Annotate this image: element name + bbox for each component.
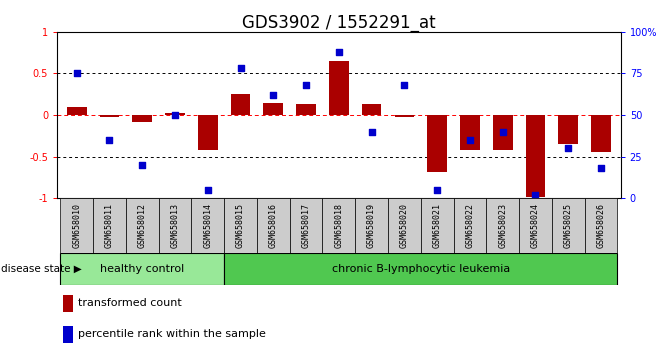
Bar <box>60 198 93 253</box>
Bar <box>558 115 578 144</box>
Text: GSM658013: GSM658013 <box>170 203 180 248</box>
Point <box>71 71 82 76</box>
Bar <box>525 115 546 196</box>
Text: disease state ▶: disease state ▶ <box>1 264 81 274</box>
Text: GSM658016: GSM658016 <box>269 203 278 248</box>
Bar <box>191 198 224 253</box>
Text: GSM658014: GSM658014 <box>203 203 212 248</box>
Text: chronic B-lymphocytic leukemia: chronic B-lymphocytic leukemia <box>331 264 510 274</box>
Bar <box>60 253 224 285</box>
Bar <box>355 198 388 253</box>
Point <box>235 65 246 71</box>
Text: GSM658020: GSM658020 <box>400 203 409 248</box>
Text: transformed count: transformed count <box>79 298 183 308</box>
Bar <box>198 115 217 150</box>
Point <box>366 129 377 135</box>
Point <box>563 145 574 151</box>
Bar <box>460 115 480 150</box>
Bar <box>591 115 611 153</box>
Bar <box>329 61 349 115</box>
Point <box>596 165 607 171</box>
Point <box>268 92 278 98</box>
Text: GSM658018: GSM658018 <box>334 203 344 248</box>
Text: percentile rank within the sample: percentile rank within the sample <box>79 329 266 339</box>
Bar <box>454 198 486 253</box>
Text: GSM658026: GSM658026 <box>597 203 605 248</box>
Text: GSM658025: GSM658025 <box>564 203 573 248</box>
Bar <box>362 104 381 115</box>
Bar <box>290 198 323 253</box>
Title: GDS3902 / 1552291_at: GDS3902 / 1552291_at <box>242 14 435 32</box>
Bar <box>158 198 191 253</box>
Point <box>104 137 115 143</box>
Bar <box>224 253 617 285</box>
Text: GSM658015: GSM658015 <box>236 203 245 248</box>
Text: GSM658024: GSM658024 <box>531 203 540 248</box>
Text: GSM658011: GSM658011 <box>105 203 114 248</box>
Bar <box>297 104 316 115</box>
Bar <box>427 115 447 172</box>
Bar <box>395 115 414 117</box>
Text: GSM658012: GSM658012 <box>138 203 147 248</box>
Bar <box>165 113 185 115</box>
Point <box>464 137 475 143</box>
Bar <box>493 115 513 150</box>
Bar <box>62 326 73 343</box>
Point <box>170 112 180 118</box>
Bar <box>519 198 552 253</box>
Point <box>301 82 311 88</box>
Text: GSM658022: GSM658022 <box>466 203 474 248</box>
Point <box>203 187 213 193</box>
Text: GSM658023: GSM658023 <box>498 203 507 248</box>
Point <box>333 49 344 55</box>
Text: GSM658019: GSM658019 <box>367 203 376 248</box>
Bar <box>99 115 119 117</box>
Bar <box>132 115 152 122</box>
Bar <box>224 198 257 253</box>
Bar <box>231 94 250 115</box>
Bar <box>552 198 584 253</box>
Bar <box>62 295 73 312</box>
Text: GSM658010: GSM658010 <box>72 203 81 248</box>
Bar <box>486 198 519 253</box>
Text: GSM658017: GSM658017 <box>301 203 311 248</box>
Point <box>432 187 443 193</box>
Point <box>137 162 148 168</box>
Bar <box>126 198 158 253</box>
Point <box>530 192 541 198</box>
Point <box>497 129 508 135</box>
Bar <box>421 198 454 253</box>
Text: GSM658021: GSM658021 <box>433 203 442 248</box>
Bar <box>584 198 617 253</box>
Bar <box>323 198 355 253</box>
Bar <box>93 198 126 253</box>
Bar <box>264 103 283 115</box>
Bar <box>67 107 87 115</box>
Bar <box>388 198 421 253</box>
Point <box>399 82 410 88</box>
Text: healthy control: healthy control <box>100 264 185 274</box>
Bar <box>257 198 290 253</box>
